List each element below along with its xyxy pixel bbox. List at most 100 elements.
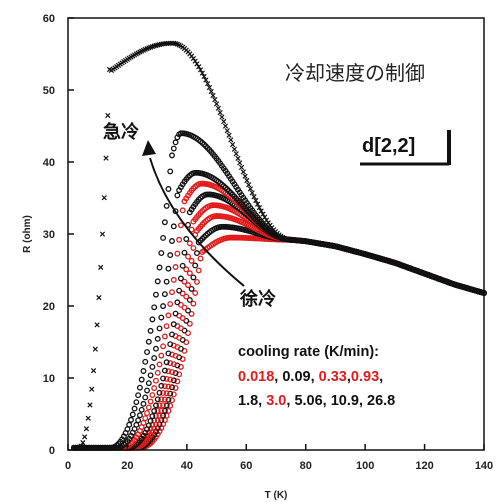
legend-line-1: 0.018, 0.09, 0.33,0.93, xyxy=(238,369,383,385)
data-point xyxy=(82,434,88,440)
data-point xyxy=(142,394,149,401)
data-point xyxy=(208,88,214,95)
data-point xyxy=(242,173,248,179)
data-point xyxy=(186,240,193,247)
data-point xyxy=(94,322,100,328)
data-point xyxy=(147,327,154,334)
data-point xyxy=(179,290,186,297)
data-point xyxy=(153,377,159,384)
data-point xyxy=(165,383,172,390)
data-point xyxy=(212,97,218,103)
data-point xyxy=(144,349,150,356)
x-tick-label: 40 xyxy=(181,460,193,472)
data-point xyxy=(169,238,175,244)
data-point xyxy=(228,137,234,143)
data-point xyxy=(151,385,158,392)
data-point xyxy=(240,169,246,175)
data-point xyxy=(170,377,177,384)
x-tick-label: 80 xyxy=(300,460,312,472)
data-point xyxy=(151,355,158,362)
data-point xyxy=(140,400,147,407)
data-point xyxy=(176,287,183,294)
data-point xyxy=(176,236,183,243)
data-point xyxy=(158,314,165,321)
data-point xyxy=(163,390,170,397)
data-point xyxy=(135,392,142,399)
legend-heading: cooling rate (K/min): xyxy=(238,344,379,360)
data-point xyxy=(167,168,174,175)
data-point xyxy=(83,426,90,432)
data-point xyxy=(167,360,174,367)
legend-line-2: 1.8, 3.0, 5.06, 10.9, 26.8 xyxy=(238,393,395,409)
data-point xyxy=(128,416,134,423)
data-point xyxy=(165,265,172,272)
data-point xyxy=(190,300,197,307)
data-point xyxy=(147,372,154,379)
data-point xyxy=(151,408,158,414)
data-point xyxy=(144,410,150,417)
data-point xyxy=(160,402,167,409)
y-tick-label: 50 xyxy=(43,85,55,97)
data-point xyxy=(163,375,170,382)
data-point xyxy=(256,204,262,211)
data-point xyxy=(153,402,159,409)
data-point xyxy=(158,352,165,359)
data-point xyxy=(169,369,175,376)
data-point xyxy=(165,368,172,375)
data-point xyxy=(160,343,167,350)
data-point xyxy=(145,338,152,345)
data-point xyxy=(195,267,202,274)
data-point xyxy=(229,141,236,148)
data-point xyxy=(169,384,175,391)
data-point xyxy=(185,282,191,289)
data-point xyxy=(163,402,170,409)
data-point xyxy=(233,151,239,157)
sample-label: d[2,2] xyxy=(362,135,415,157)
data-point xyxy=(165,396,172,403)
data-point xyxy=(186,270,193,277)
data-point xyxy=(174,192,181,199)
chart-title: 冷却速度の制御 xyxy=(285,62,425,85)
data-point xyxy=(192,58,198,64)
data-point xyxy=(153,291,159,298)
legend-rate: 3.0 xyxy=(266,393,286,409)
data-point xyxy=(235,155,241,162)
data-point xyxy=(154,278,161,285)
data-point xyxy=(161,219,168,226)
series-0_33 xyxy=(70,213,487,451)
data-point xyxy=(153,345,159,352)
data-point xyxy=(254,201,261,207)
data-point xyxy=(165,407,172,414)
data-point xyxy=(188,285,195,292)
data-point xyxy=(149,392,156,398)
data-point xyxy=(160,235,167,241)
data-point xyxy=(253,197,259,204)
data-point xyxy=(172,139,179,146)
data-point xyxy=(165,186,172,192)
data-point xyxy=(156,361,163,368)
axes: 0 20 40 60 80 100 120 140 0 10 20 30 40 50 60 T (K) R (o… xyxy=(22,13,493,501)
data-point xyxy=(160,375,167,382)
data-point xyxy=(169,331,175,338)
data-point xyxy=(172,264,179,270)
data-point xyxy=(177,275,184,282)
data-point xyxy=(238,164,245,171)
cooling-rate-arrow xyxy=(149,157,245,287)
data-point xyxy=(161,291,168,298)
series-0_018 xyxy=(70,234,487,451)
data-point xyxy=(183,266,190,273)
data-point xyxy=(185,253,191,260)
data-point xyxy=(199,70,205,76)
data-point xyxy=(163,323,170,330)
data-point xyxy=(149,363,156,370)
data-point xyxy=(144,387,150,394)
data-point xyxy=(160,412,167,419)
data-point xyxy=(185,307,191,314)
data-point xyxy=(161,333,168,340)
data-point xyxy=(160,303,167,310)
data-point xyxy=(217,109,223,116)
data-point xyxy=(138,406,145,413)
data-point xyxy=(219,114,225,120)
x-tick-label: 20 xyxy=(121,460,133,472)
